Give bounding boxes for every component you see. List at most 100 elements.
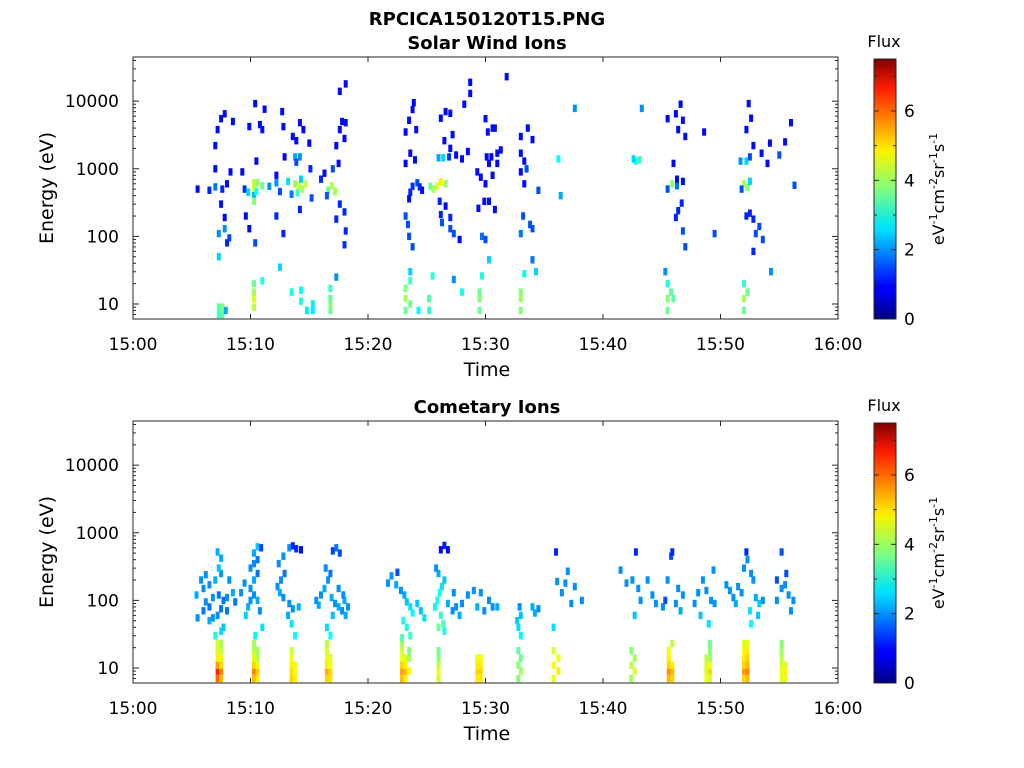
colorbar-label: Flux [867,32,900,51]
heatmap-cell [460,599,464,608]
heatmap-cell [704,667,709,675]
heatmap-cell [297,205,302,214]
heatmap-cell [286,611,291,620]
axis-ticks: 15:00 15:10 15:20 15:30 15:40 15:50 16:00 10 100… [65,57,863,355]
heatmap-cell [477,288,482,296]
heatmap-cell [551,674,556,683]
heatmap-cell [671,159,676,168]
x-tick-label: 15:20 [344,699,393,719]
heatmap-cell [336,159,341,168]
heatmap-cell [477,294,482,303]
unit-exp2: -2 [927,178,940,189]
heatmap-cell [563,579,568,587]
heatmap-cell [328,306,333,315]
heatmap-cell [435,596,440,605]
heatmap-cell [475,674,480,683]
heatmap-cell [482,197,487,205]
heatmap-cell [522,180,527,188]
colorbar-tick-label: 2 [904,241,915,261]
heatmap-cell [201,584,206,593]
heatmap-cell [450,607,455,615]
heatmap-cell [328,661,333,669]
heatmap-cell [336,584,341,593]
heatmap-cell [629,674,634,683]
x-tick-label: 16:00 [814,335,863,355]
heatmap-cell [774,576,779,584]
heatmap-cell [498,146,503,154]
heatmap-cell [745,639,750,648]
heatmap-cell [676,207,681,215]
y-tick-label: 1000 [76,524,119,544]
heatmap-cell [340,607,345,615]
heatmap-cell [757,222,762,231]
heatmap-cell [490,124,495,132]
heatmap-cell [408,603,413,611]
heatmap-cell [343,227,348,235]
heatmap-cell [433,603,437,611]
heatmap-cell [340,117,345,126]
heatmap-cell [337,549,342,557]
heatmap-cell [436,569,441,578]
heatmap-cell [676,125,681,134]
heatmap-cell [210,614,215,622]
heatmap-cell [480,232,484,241]
heatmap-cell [252,654,256,662]
heatmap-cell [438,114,443,122]
heatmap-cell [260,623,265,631]
heatmap-cell [222,225,227,233]
heatmap-cell [414,125,419,134]
heatmap-cell [489,153,494,161]
heatmap-cell [324,623,329,631]
heatmap-cell [709,596,714,605]
heatmap-cell [487,159,491,168]
heatmap-cell [215,125,220,134]
heatmap-cell [233,598,238,606]
heatmap-cell [518,632,523,640]
heatmap-cell [255,661,260,669]
heatmap-cell [478,173,483,181]
heatmap-cell [624,579,629,587]
heatmap-cell [252,576,256,584]
heatmap-cell [516,674,521,683]
heatmap-cell [487,596,491,605]
heatmap-cell [260,277,265,285]
heatmap-cell [746,99,751,108]
heatmap-cell [532,609,537,617]
heatmap-cell [215,639,220,648]
heatmap-cell [442,137,447,145]
heatmap-cell [282,153,287,161]
heatmap-cell [326,576,331,584]
unit-sr: sr [929,163,948,178]
heatmap-cell [230,117,235,126]
heatmap-cell [633,157,638,165]
heatmap-cell [342,596,347,605]
heatmap-cell [319,175,323,183]
heatmap-cell [293,661,298,669]
heatmap-cell [330,547,335,555]
heatmap-cell [760,596,765,605]
heatmap-cell [252,303,256,311]
heatmap-cell [663,268,668,276]
heatmap-cell [216,253,221,261]
heatmap-cell [254,157,259,165]
heatmap-cell [749,620,754,628]
heatmap-cell [221,596,226,605]
heatmap-cell [441,620,446,628]
heatmap-cell [666,674,671,683]
heatmap-cell [437,589,442,597]
heatmap-cell [201,607,206,615]
heatmap-cell [707,674,712,683]
heatmap-cell [242,579,247,587]
heatmap-cell [739,589,744,597]
heatmap-cell [630,576,635,584]
heatmap-cell [751,247,756,256]
heatmap-cell [707,647,712,655]
heatmap-cell [742,667,746,675]
heatmap-cell [465,591,470,599]
heatmap-cell [483,115,488,123]
heatmap-cell [759,149,764,157]
heatmap-cell [436,674,441,683]
heatmap-cell [468,89,473,98]
heatmap-cell [476,204,481,212]
y-tick-label: 1000 [76,160,119,180]
